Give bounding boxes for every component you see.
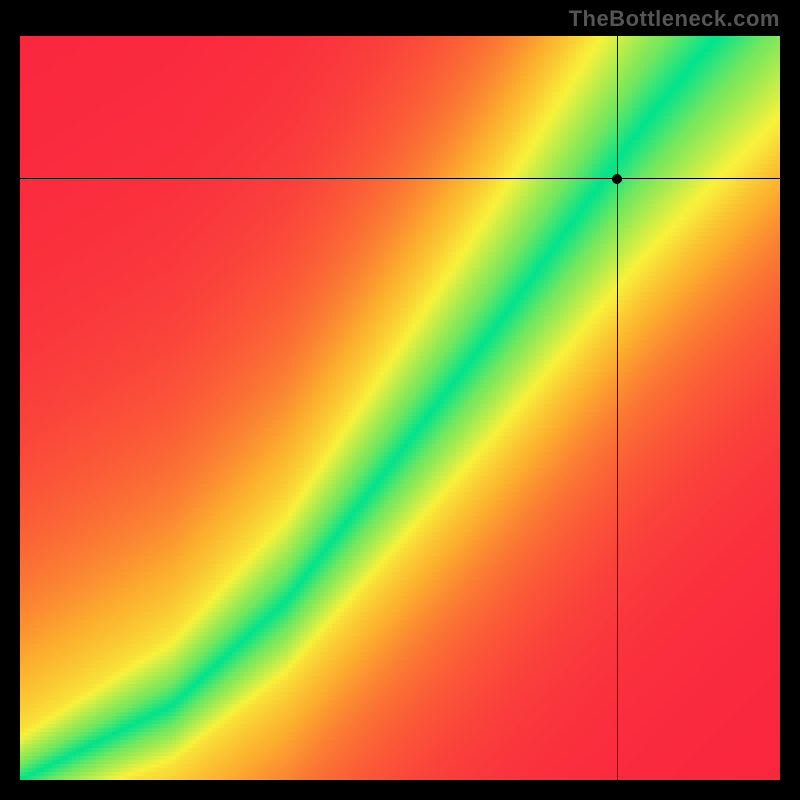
bottleneck-heatmap (20, 36, 780, 780)
chart-container: TheBottleneck.com (0, 0, 800, 800)
crosshair-marker (612, 174, 622, 184)
watermark-text: TheBottleneck.com (569, 6, 780, 32)
crosshair-horizontal (20, 178, 780, 179)
crosshair-vertical (617, 36, 618, 780)
